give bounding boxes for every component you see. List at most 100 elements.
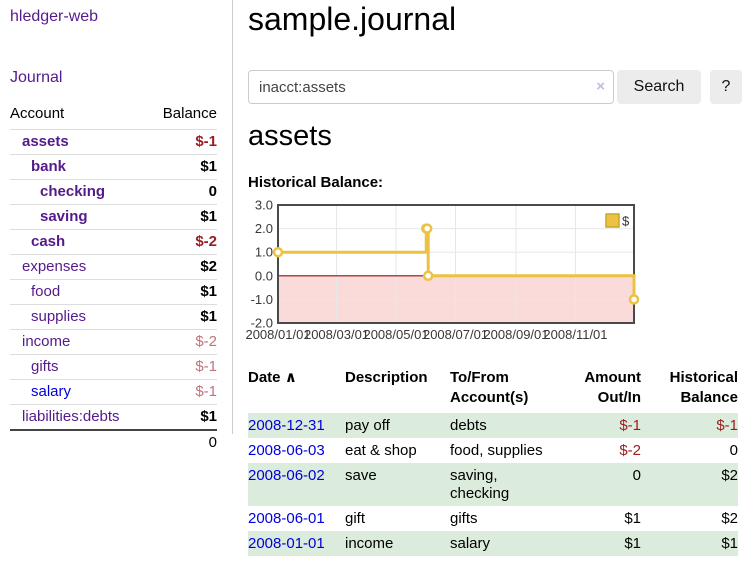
- chart-canvas: 3.0 2.0 1.0 0.0 -1.0 -2.02008/01/012008/03/01…: [245, 198, 640, 342]
- account-link-food[interactable]: food: [31, 283, 61, 300]
- transaction-description: pay off: [345, 417, 390, 434]
- transaction-balance: $-1: [716, 417, 738, 434]
- transaction-date-link[interactable]: 2008-06-01: [248, 510, 325, 527]
- account-link-saving[interactable]: saving: [40, 208, 88, 225]
- accounts-header-balance: Balance: [162, 105, 217, 122]
- account-balance: $1: [148, 204, 217, 230]
- register-header-balance: Historical Balance: [669, 369, 738, 406]
- register-header-date[interactable]: Date ∧: [248, 369, 297, 386]
- account-balance: 0: [148, 179, 217, 205]
- svg-text:2008/05/01: 2008/05/01: [363, 327, 428, 342]
- search-clear-icon[interactable]: ×: [596, 78, 605, 95]
- transaction-description: eat & shop: [345, 442, 417, 459]
- transaction-date-link[interactable]: 2008-06-02: [248, 467, 325, 484]
- transaction-balance: $1: [721, 535, 738, 552]
- account-link-assets[interactable]: assets: [22, 133, 69, 150]
- svg-text:2008/07/01: 2008/07/01: [423, 327, 488, 342]
- sort-ascending-icon: ∧: [284, 369, 297, 386]
- account-link-checking[interactable]: checking: [40, 183, 106, 200]
- register-row: 2008-06-02 save saving, checking 0 $2: [248, 463, 738, 506]
- chart-title: Historical Balance:: [248, 174, 384, 191]
- transaction-balance: $2: [721, 467, 738, 484]
- transaction-accounts: gifts: [450, 510, 478, 527]
- account-link-cash[interactable]: cash: [31, 233, 66, 250]
- transaction-amount: $-2: [619, 442, 641, 459]
- account-link-supplies[interactable]: supplies: [31, 308, 87, 325]
- accounts-total-row: 0: [10, 429, 217, 455]
- svg-text:2008/11/01: 2008/11/01: [543, 327, 607, 342]
- sidebar-item-journal[interactable]: Journal: [10, 69, 63, 86]
- account-row-saving: saving $1: [10, 204, 217, 230]
- register-header-accounts: To/From Account(s): [450, 369, 529, 406]
- transaction-accounts: salary: [450, 535, 491, 552]
- register-row: 2008-06-03 eat & shop food, supplies $-2…: [248, 438, 738, 463]
- svg-text:2008/01/01: 2008/01/01: [245, 327, 310, 342]
- account-link-liabilities-debts[interactable]: liabilities:debts: [22, 408, 120, 425]
- transaction-description: save: [345, 467, 377, 484]
- register-table: Date ∧ Description To/From Account(s) Amo…: [248, 364, 738, 556]
- account-row-checking: checking 0: [10, 179, 217, 205]
- transaction-amount: $1: [624, 510, 641, 527]
- account-balance: $-1: [148, 354, 217, 380]
- search-form: ×: [248, 70, 614, 104]
- register-row: 2008-12-31 pay off debts $-1 $-1: [248, 413, 738, 438]
- register-row: 2008-06-01 gift gifts $1 $2: [248, 506, 738, 531]
- account-link-gifts[interactable]: gifts: [31, 358, 59, 375]
- svg-text:0.0: 0.0: [255, 268, 273, 283]
- svg-text:1.0: 1.0: [255, 245, 273, 260]
- transaction-amount: 0: [632, 467, 641, 484]
- transaction-balance: $2: [721, 510, 738, 527]
- svg-text:2008/09/01: 2008/09/01: [483, 327, 548, 342]
- svg-text:2008/03/01: 2008/03/01: [304, 327, 369, 342]
- transaction-accounts: debts: [450, 417, 487, 434]
- svg-text:-2.0: -2.0: [251, 316, 273, 331]
- account-link-income[interactable]: income: [22, 333, 71, 350]
- app-brand-link[interactable]: hledger-web: [10, 8, 99, 25]
- account-row-cash: cash $-2: [10, 229, 217, 255]
- help-button[interactable]: ?: [710, 70, 742, 104]
- account-row-gifts: gifts $-1: [10, 354, 217, 380]
- accounts-table-header: Account Balance: [10, 101, 217, 130]
- account-balance: $-2: [148, 229, 217, 255]
- account-balance: $-2: [148, 329, 217, 355]
- accounts-total-balance: 0: [148, 429, 217, 455]
- accounts-table: Account Balance assets $-1 bank $1 check…: [10, 101, 217, 455]
- svg-text:2.0: 2.0: [255, 221, 273, 236]
- transaction-balance: 0: [729, 442, 738, 459]
- account-link-expenses[interactable]: expenses: [22, 258, 87, 275]
- account-row-liabilities-debts: liabilities:debts $1: [10, 404, 217, 430]
- search-input[interactable]: [248, 70, 614, 104]
- register-header-description: Description: [345, 369, 428, 386]
- transaction-date-link[interactable]: 2008-01-01: [248, 535, 325, 552]
- account-balance: $-1: [148, 379, 217, 405]
- account-balance: $1: [148, 279, 217, 305]
- account-link-bank[interactable]: bank: [31, 158, 67, 175]
- transaction-description: gift: [345, 510, 366, 527]
- transaction-amount: $1: [624, 535, 641, 552]
- account-balance: $1: [148, 304, 217, 330]
- sidebar: hledger-web Journal Account Balance asse…: [0, 0, 233, 455]
- transaction-accounts: saving, checking: [450, 467, 510, 502]
- account-balance: $-1: [148, 129, 217, 155]
- account-row-income: income $-2: [10, 329, 217, 355]
- register-header-row: Date ∧ Description To/From Account(s) Amo…: [248, 364, 738, 413]
- account-link-salary[interactable]: salary: [31, 383, 72, 400]
- transaction-date-link[interactable]: 2008-06-03: [248, 442, 325, 459]
- transaction-accounts: food, supplies: [450, 442, 543, 459]
- page-title: sample.journal: [248, 1, 457, 37]
- svg-text:3.0: 3.0: [255, 198, 273, 213]
- search-button[interactable]: Search: [617, 70, 701, 104]
- account-row-bank: bank $1: [10, 154, 217, 180]
- register-row: 2008-01-01 income salary $1 $1: [248, 531, 738, 556]
- account-row-assets: assets $-1: [10, 129, 217, 155]
- historical-balance-chart: 3.0 2.0 1.0 0.0 -1.0 -2.0 2008/01/01 2008/03/01…: [245, 198, 648, 348]
- account-row-food: food $1: [10, 279, 217, 305]
- account-row-supplies: supplies $1: [10, 304, 217, 330]
- account-row-salary: salary $-1: [10, 379, 217, 405]
- transaction-description: income: [345, 535, 394, 552]
- transaction-date-link[interactable]: 2008-12-31: [248, 417, 325, 434]
- account-heading: assets: [248, 120, 332, 152]
- account-row-expenses: expenses $2: [10, 254, 217, 280]
- account-balance: $2: [148, 254, 217, 280]
